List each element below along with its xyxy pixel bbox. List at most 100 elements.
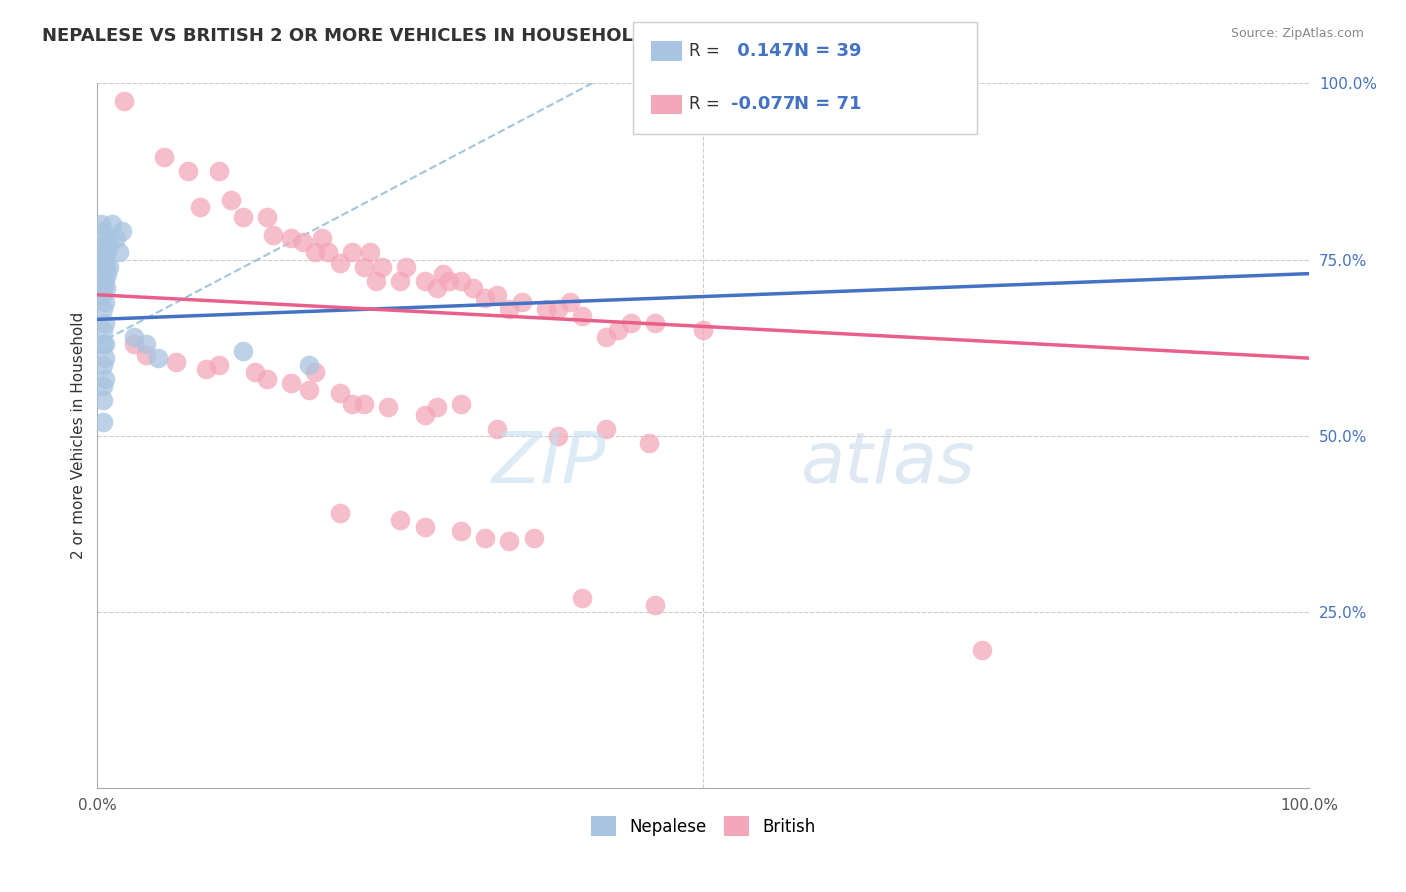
Point xyxy=(692,323,714,337)
Point xyxy=(93,337,115,351)
Point xyxy=(280,376,302,390)
Point xyxy=(353,260,375,274)
Point xyxy=(461,281,484,295)
Point xyxy=(91,267,114,281)
Point xyxy=(232,344,254,359)
Point xyxy=(292,235,315,249)
Point xyxy=(450,524,472,538)
Point xyxy=(523,531,546,545)
Point xyxy=(426,281,449,295)
Point xyxy=(93,372,115,386)
Y-axis label: 2 or more Vehicles in Household: 2 or more Vehicles in Household xyxy=(72,312,86,559)
Point xyxy=(364,274,387,288)
Point xyxy=(93,323,115,337)
Point xyxy=(280,231,302,245)
Point xyxy=(329,256,352,270)
Point xyxy=(135,348,157,362)
Point xyxy=(93,301,115,316)
Point xyxy=(359,245,381,260)
Point xyxy=(474,531,496,545)
Point xyxy=(93,294,115,309)
Point xyxy=(93,415,115,429)
Point xyxy=(340,397,363,411)
Point xyxy=(243,365,266,379)
Text: -0.077: -0.077 xyxy=(731,95,796,113)
Point xyxy=(104,231,127,245)
Point xyxy=(90,217,112,231)
Text: N = 39: N = 39 xyxy=(794,42,862,60)
Point xyxy=(190,200,212,214)
Point xyxy=(432,267,454,281)
Point xyxy=(547,428,569,442)
Point xyxy=(207,164,229,178)
Point xyxy=(93,351,115,366)
Point xyxy=(389,274,412,288)
Point xyxy=(91,287,114,301)
Point xyxy=(371,260,394,274)
Point xyxy=(110,224,132,238)
Point xyxy=(93,393,115,408)
Point xyxy=(219,193,242,207)
Point xyxy=(450,397,472,411)
Point xyxy=(413,520,436,534)
Point xyxy=(93,224,115,238)
Text: ZIP: ZIP xyxy=(492,429,606,499)
Point xyxy=(644,598,666,612)
Point xyxy=(571,309,593,323)
Point xyxy=(93,379,115,393)
Point xyxy=(304,245,326,260)
Point xyxy=(377,401,399,415)
Point xyxy=(486,287,509,301)
Text: R =: R = xyxy=(689,95,720,113)
Text: N = 71: N = 71 xyxy=(794,95,862,113)
Point xyxy=(195,361,218,376)
Point xyxy=(619,316,641,330)
Point xyxy=(93,358,115,372)
Point xyxy=(177,164,200,178)
Text: 0.147: 0.147 xyxy=(731,42,794,60)
Point xyxy=(353,397,375,411)
Point xyxy=(340,245,363,260)
Point xyxy=(98,238,121,252)
Point xyxy=(93,252,115,267)
Point xyxy=(94,281,117,295)
Point xyxy=(644,316,666,330)
Point xyxy=(262,227,284,242)
Point xyxy=(256,211,278,225)
Legend: Nepalese, British: Nepalese, British xyxy=(585,809,823,843)
Point xyxy=(510,294,533,309)
Point xyxy=(96,267,118,281)
Point xyxy=(135,337,157,351)
Point xyxy=(329,386,352,401)
Point xyxy=(122,330,145,344)
Text: atlas: atlas xyxy=(800,429,974,499)
Point xyxy=(146,351,169,366)
Point xyxy=(607,323,630,337)
Point xyxy=(395,260,418,274)
Point xyxy=(304,365,326,379)
Point xyxy=(474,291,496,305)
Point xyxy=(437,274,460,288)
Point xyxy=(93,274,115,288)
Point xyxy=(94,238,117,252)
Text: Source: ZipAtlas.com: Source: ZipAtlas.com xyxy=(1230,27,1364,40)
Point xyxy=(96,245,118,260)
Point xyxy=(232,211,254,225)
Point xyxy=(93,281,115,295)
Point xyxy=(426,401,449,415)
Point xyxy=(94,260,117,274)
Point xyxy=(298,383,321,397)
Point xyxy=(558,294,581,309)
Point xyxy=(256,372,278,386)
Point xyxy=(93,231,115,245)
Point xyxy=(413,408,436,422)
Point xyxy=(637,435,659,450)
Point xyxy=(93,337,115,351)
Point xyxy=(311,231,333,245)
Point xyxy=(486,421,509,435)
Point xyxy=(595,330,617,344)
Point xyxy=(389,513,412,527)
Point xyxy=(571,591,593,605)
Point xyxy=(98,260,121,274)
Point xyxy=(298,358,321,372)
